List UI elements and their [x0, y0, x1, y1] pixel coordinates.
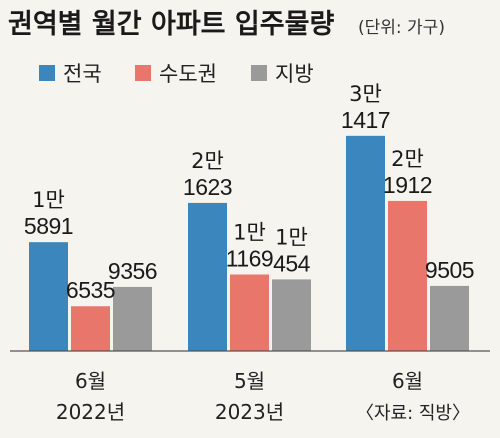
bar-지방-0: [113, 286, 152, 351]
value-label-man-전국-2: 3만: [349, 82, 382, 106]
bars-group: [29, 135, 469, 351]
bar-전국-0: [29, 242, 68, 351]
value-label-man-수도권-1: 1만: [233, 221, 266, 245]
legend-label-전국: 전국: [63, 62, 102, 86]
chart-title: 권역별 월간 아파트 입주물량: [8, 9, 334, 40]
value-label-수도권-2: 1912: [383, 172, 432, 198]
legend-swatch-전국: [39, 65, 55, 81]
legend-label-지방: 지방: [275, 62, 314, 86]
bar-전국-2: [346, 135, 385, 351]
value-label-지방-2: 9505: [425, 257, 474, 283]
value-label-전국-1: 1623: [183, 174, 232, 200]
value-label-man-수도권-2: 2만: [391, 147, 424, 171]
value-label-man-지방-1: 1만: [275, 225, 308, 249]
value-label-수도권-0: 6535: [66, 277, 115, 303]
bar-지방-1: [272, 279, 311, 351]
legend-label-수도권: 수도권: [159, 62, 217, 86]
source-label: 〈자료: 직방〉: [356, 403, 470, 424]
value-label-man-전국-1: 2만: [191, 149, 224, 173]
bar-수도권-2: [388, 200, 427, 351]
bar-수도권-1: [230, 274, 269, 351]
legend-swatch-지방: [251, 65, 267, 81]
bar-수도권-0: [71, 306, 110, 351]
bar-지방-2: [430, 285, 469, 351]
category-month-2: 6월: [392, 369, 423, 393]
value-label-지방-0: 9356: [108, 258, 157, 284]
category-labels-group: 6월 2022년 5월 2023년 6월: [56, 369, 423, 424]
value-label-전국-2: 1417: [341, 107, 390, 133]
legend: 전국 수도권 지방: [39, 62, 314, 86]
category-month-0: 6월: [75, 369, 106, 393]
legend-swatch-수도권: [135, 65, 151, 81]
unit-label: (단위: 가구): [358, 18, 445, 38]
value-label-수도권-1: 1169: [226, 246, 273, 272]
value-label-지방-1: 454: [273, 250, 311, 276]
category-month-1: 5월: [234, 369, 265, 393]
value-labels-group: 58911만6535935616232만11691만4541만14173만191…: [24, 82, 475, 303]
value-label-전국-0: 5891: [24, 213, 73, 239]
category-year-1: 2023년: [215, 400, 284, 424]
value-label-man-전국-0: 1만: [32, 188, 65, 212]
bar-전국-1: [188, 202, 227, 351]
category-year-0: 2022년: [56, 400, 125, 424]
